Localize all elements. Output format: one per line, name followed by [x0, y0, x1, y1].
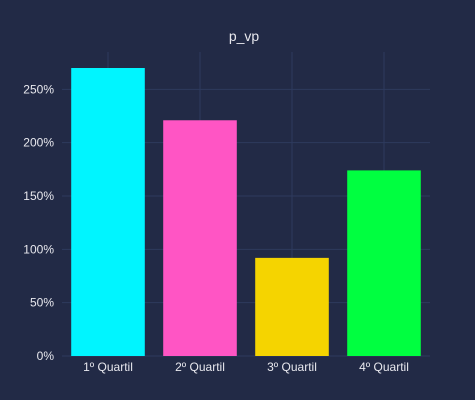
x-axis-ticks: 1º Quartil 2º Quartil 3º Quartil 4º Quartil	[83, 360, 409, 374]
chart-title: p_vp	[229, 28, 260, 44]
bar[interactable]	[71, 68, 145, 356]
bar[interactable]	[163, 120, 237, 357]
x-tick-label: 3º Quartil	[267, 360, 317, 374]
y-tick-label: 0%	[37, 349, 55, 363]
bar[interactable]	[347, 170, 421, 356]
y-tick-label: 250%	[23, 82, 54, 96]
y-tick-label: 200%	[23, 136, 54, 150]
bar[interactable]	[255, 257, 329, 356]
y-tick-label: 50%	[30, 296, 54, 310]
x-tick-label: 4º Quartil	[359, 360, 409, 374]
x-tick-label: 2º Quartil	[175, 360, 225, 374]
y-tick-label: 150%	[23, 189, 54, 203]
y-axis-ticks: 0% 50% 100% 150% 200% 250%	[23, 82, 54, 363]
y-tick-label: 100%	[23, 242, 54, 256]
bars	[71, 68, 421, 357]
x-tick-label: 1º Quartil	[83, 360, 133, 374]
